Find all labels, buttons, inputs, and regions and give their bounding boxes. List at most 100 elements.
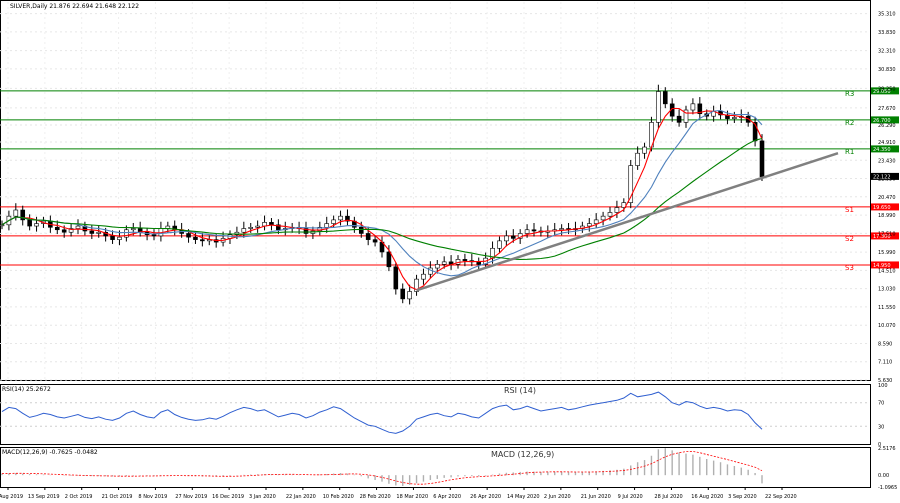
candle-body xyxy=(130,228,136,231)
candle-body xyxy=(193,236,198,240)
rsi-tick-label: 30 xyxy=(878,424,884,430)
candle-body xyxy=(255,225,260,228)
candle-body xyxy=(476,261,482,265)
candle-body xyxy=(504,235,509,242)
candle-body xyxy=(110,235,115,240)
candle-body xyxy=(276,224,281,231)
x-tick-label: 22 Sep 2020 xyxy=(765,494,797,500)
rsi-tick-label: 70 xyxy=(878,401,884,407)
level-price-label: 29.050 xyxy=(873,89,891,95)
candle-body xyxy=(186,233,191,238)
macd-histogram: 2.5176 0.00 -1.0965 xyxy=(1,446,897,491)
candle-body xyxy=(61,229,67,233)
y-tick-label: 17.510 xyxy=(878,231,896,237)
level-name-s1: S1 xyxy=(845,206,854,214)
y-tick-label: 7.110 xyxy=(878,360,892,366)
candles xyxy=(0,84,765,305)
level-price-box xyxy=(871,203,899,211)
time-axis: 26 Aug 2019 13 Sep 2019 2 Oct 2019 21 Oct 2… xyxy=(0,487,797,500)
y-tick-label: 15.990 xyxy=(878,250,896,256)
candle-body xyxy=(656,91,661,123)
x-tick-label: 2 Oct 2019 xyxy=(65,494,93,500)
candle-body xyxy=(524,229,530,234)
rsi-title: RSI (14) xyxy=(504,386,536,395)
candle-body xyxy=(358,226,364,234)
y-tick-label: 18.990 xyxy=(878,213,896,219)
candle-body xyxy=(338,215,343,221)
y-tick-label: 30.830 xyxy=(878,67,896,73)
x-tick-label: 9 Jul 2020 xyxy=(618,494,643,500)
candle-body xyxy=(690,103,696,111)
candle-body xyxy=(441,261,447,265)
candle-body xyxy=(683,109,689,123)
rsi-line xyxy=(1,391,763,434)
candle-body xyxy=(407,291,412,300)
sr-levels: R3 29.050 R2 26.700 R1 24.350 S1 19.650 S2 17.300… xyxy=(0,87,899,272)
candle-body xyxy=(89,230,95,234)
y-tick-label: 26.290 xyxy=(878,123,896,129)
macd-signal-line xyxy=(1,450,763,485)
candle-body xyxy=(317,226,323,232)
candle-body xyxy=(586,223,592,227)
rsi-tick-label: 100 xyxy=(878,383,888,389)
x-tick-label: 21 Jun 2020 xyxy=(581,494,611,500)
level-name-r1: R1 xyxy=(845,148,854,156)
candle-body xyxy=(497,240,502,249)
candle-body xyxy=(124,229,129,238)
macd-tick-label: 0.00 xyxy=(878,473,889,479)
candle-body xyxy=(434,264,440,269)
candle-body xyxy=(365,233,371,240)
candle-body xyxy=(697,103,703,115)
x-tick-label: 28 Feb 2020 xyxy=(360,494,391,500)
macd-title: MACD (12,26,9) xyxy=(491,450,554,459)
candle-body xyxy=(248,226,254,229)
x-tick-label: 16 Dec 2019 xyxy=(212,494,244,500)
level-name-r3: R3 xyxy=(845,90,854,98)
x-tick-label: 6 Apr 2020 xyxy=(433,494,461,500)
candle-body xyxy=(635,152,640,166)
x-tick-label: 27 Nov 2019 xyxy=(175,494,207,500)
last-price-box xyxy=(871,172,899,180)
level-price-box xyxy=(871,232,899,240)
candle-body xyxy=(393,266,399,290)
candle-body xyxy=(234,231,240,236)
candle-body xyxy=(559,228,564,231)
candle-body xyxy=(54,226,60,231)
rsi-panel-frame xyxy=(0,384,871,445)
candle-body xyxy=(200,239,205,242)
level-price-label: 26.700 xyxy=(873,118,891,124)
macd-signal-path xyxy=(1,450,763,485)
candle-body xyxy=(759,140,765,177)
x-tick-label: 8 Nov 2019 xyxy=(138,494,167,500)
price-axis: 35.310 33.830 32.310 30.830 29.250 27.670 26.2… xyxy=(871,12,899,384)
candle-body xyxy=(732,117,737,119)
x-tick-label: 26 Apr 2020 xyxy=(470,494,501,500)
candle-body xyxy=(593,219,599,224)
candle-body xyxy=(531,229,537,232)
candle-body xyxy=(400,288,406,300)
y-tick-label: 23.430 xyxy=(878,158,896,164)
last-price-label: 22.122 xyxy=(873,174,891,180)
candle-body xyxy=(662,91,668,105)
candle-body xyxy=(151,234,157,237)
y-tick-label: 35.310 xyxy=(878,12,896,18)
x-tick-label: 14 May 2020 xyxy=(507,494,540,500)
y-tick-label: 13.030 xyxy=(878,287,896,293)
macd-panel: MACD(12,26,9) -0.7625 -0.0482 MACD (12,2… xyxy=(0,446,897,491)
level-price-label: 14.950 xyxy=(873,263,891,269)
y-tick-label: 20.470 xyxy=(878,195,896,201)
level-price-label: 19.650 xyxy=(873,205,891,211)
level-price-label: 17.300 xyxy=(873,234,891,240)
y-tick-label: 10.070 xyxy=(878,323,896,329)
y-tick-label: 5.630 xyxy=(878,378,892,384)
y-tick-label: 24.910 xyxy=(878,140,896,146)
candle-body xyxy=(68,228,74,233)
y-tick-label: 27.670 xyxy=(878,106,896,112)
trend-line xyxy=(416,152,839,292)
candle-body xyxy=(13,209,19,217)
candle-body xyxy=(614,207,620,213)
candle-body xyxy=(20,209,26,221)
candle-body xyxy=(600,215,606,221)
x-tick-label: 21 Oct 2019 xyxy=(102,494,133,500)
